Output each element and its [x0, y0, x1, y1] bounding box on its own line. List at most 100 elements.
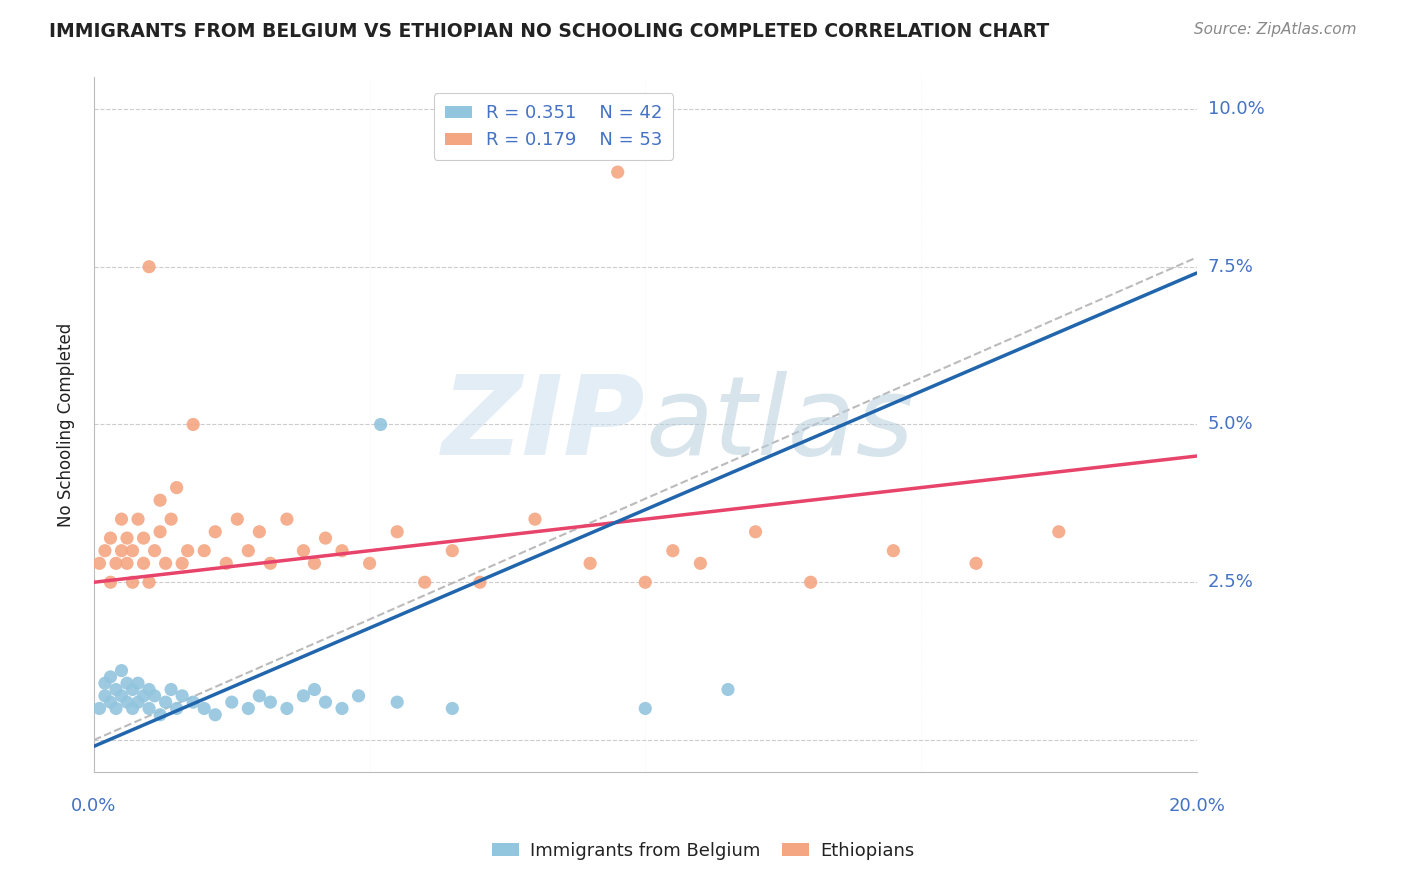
Point	[181, 417, 204, 432]
Point	[347, 689, 370, 703]
Point	[176, 543, 198, 558]
Point	[110, 689, 132, 703]
Y-axis label: No Schooling Completed: No Schooling Completed	[58, 322, 75, 526]
Point	[121, 682, 143, 697]
Text: 10.0%: 10.0%	[1208, 100, 1264, 118]
Point	[468, 575, 491, 590]
Point	[132, 531, 155, 545]
Point	[292, 689, 315, 703]
Point	[413, 575, 436, 590]
Point	[441, 543, 464, 558]
Point	[579, 557, 602, 571]
Point	[238, 543, 260, 558]
Point	[634, 575, 657, 590]
Point	[138, 701, 160, 715]
Point	[359, 557, 381, 571]
Text: atlas: atlas	[645, 371, 914, 478]
Point	[89, 701, 111, 715]
Point	[204, 524, 226, 539]
Point	[662, 543, 685, 558]
Point	[155, 695, 177, 709]
Point	[276, 701, 298, 715]
Text: IMMIGRANTS FROM BELGIUM VS ETHIOPIAN NO SCHOOLING COMPLETED CORRELATION CHART: IMMIGRANTS FROM BELGIUM VS ETHIOPIAN NO …	[49, 22, 1049, 41]
Text: 2.5%: 2.5%	[1208, 574, 1254, 591]
Point	[127, 512, 149, 526]
Point	[259, 695, 281, 709]
Point	[606, 165, 628, 179]
Point	[115, 695, 138, 709]
Point	[259, 557, 281, 571]
Point	[247, 524, 270, 539]
Point	[172, 557, 194, 571]
Point	[441, 701, 464, 715]
Point	[172, 689, 194, 703]
Point	[744, 524, 766, 539]
Point	[115, 531, 138, 545]
Point	[717, 682, 740, 697]
Point	[94, 689, 117, 703]
Point	[94, 676, 117, 690]
Point	[330, 701, 353, 715]
Point	[143, 689, 166, 703]
Point	[292, 543, 315, 558]
Point	[385, 524, 408, 539]
Point	[193, 543, 215, 558]
Point	[524, 512, 547, 526]
Point	[104, 557, 127, 571]
Point	[94, 543, 117, 558]
Point	[634, 701, 657, 715]
Point	[1047, 524, 1070, 539]
Point	[121, 575, 143, 590]
Point	[149, 524, 172, 539]
Point	[304, 557, 326, 571]
Point	[143, 543, 166, 558]
Point	[330, 543, 353, 558]
Legend: R = 0.351    N = 42, R = 0.179    N = 53: R = 0.351 N = 42, R = 0.179 N = 53	[434, 94, 673, 160]
Point	[315, 531, 337, 545]
Point	[155, 557, 177, 571]
Point	[104, 682, 127, 697]
Point	[110, 512, 132, 526]
Point	[193, 701, 215, 715]
Text: Source: ZipAtlas.com: Source: ZipAtlas.com	[1194, 22, 1357, 37]
Point	[215, 557, 238, 571]
Point	[689, 557, 711, 571]
Text: 0.0%: 0.0%	[72, 797, 117, 814]
Point	[115, 557, 138, 571]
Point	[89, 557, 111, 571]
Text: ZIP: ZIP	[441, 371, 645, 478]
Text: 5.0%: 5.0%	[1208, 416, 1253, 434]
Point	[100, 575, 122, 590]
Point	[138, 575, 160, 590]
Point	[138, 260, 160, 274]
Point	[385, 695, 408, 709]
Text: 7.5%: 7.5%	[1208, 258, 1254, 276]
Point	[304, 682, 326, 697]
Point	[160, 682, 183, 697]
Point	[965, 557, 987, 571]
Point	[882, 543, 904, 558]
Point	[115, 676, 138, 690]
Point	[247, 689, 270, 703]
Point	[100, 531, 122, 545]
Point	[132, 689, 155, 703]
Point	[221, 695, 243, 709]
Point	[276, 512, 298, 526]
Point	[800, 575, 823, 590]
Text: 20.0%: 20.0%	[1168, 797, 1225, 814]
Point	[226, 512, 249, 526]
Point	[132, 557, 155, 571]
Point	[121, 543, 143, 558]
Point	[149, 493, 172, 508]
Point	[104, 701, 127, 715]
Point	[166, 481, 188, 495]
Point	[110, 543, 132, 558]
Point	[149, 707, 172, 722]
Point	[238, 701, 260, 715]
Point	[160, 512, 183, 526]
Point	[138, 682, 160, 697]
Point	[100, 695, 122, 709]
Point	[100, 670, 122, 684]
Point	[110, 664, 132, 678]
Point	[166, 701, 188, 715]
